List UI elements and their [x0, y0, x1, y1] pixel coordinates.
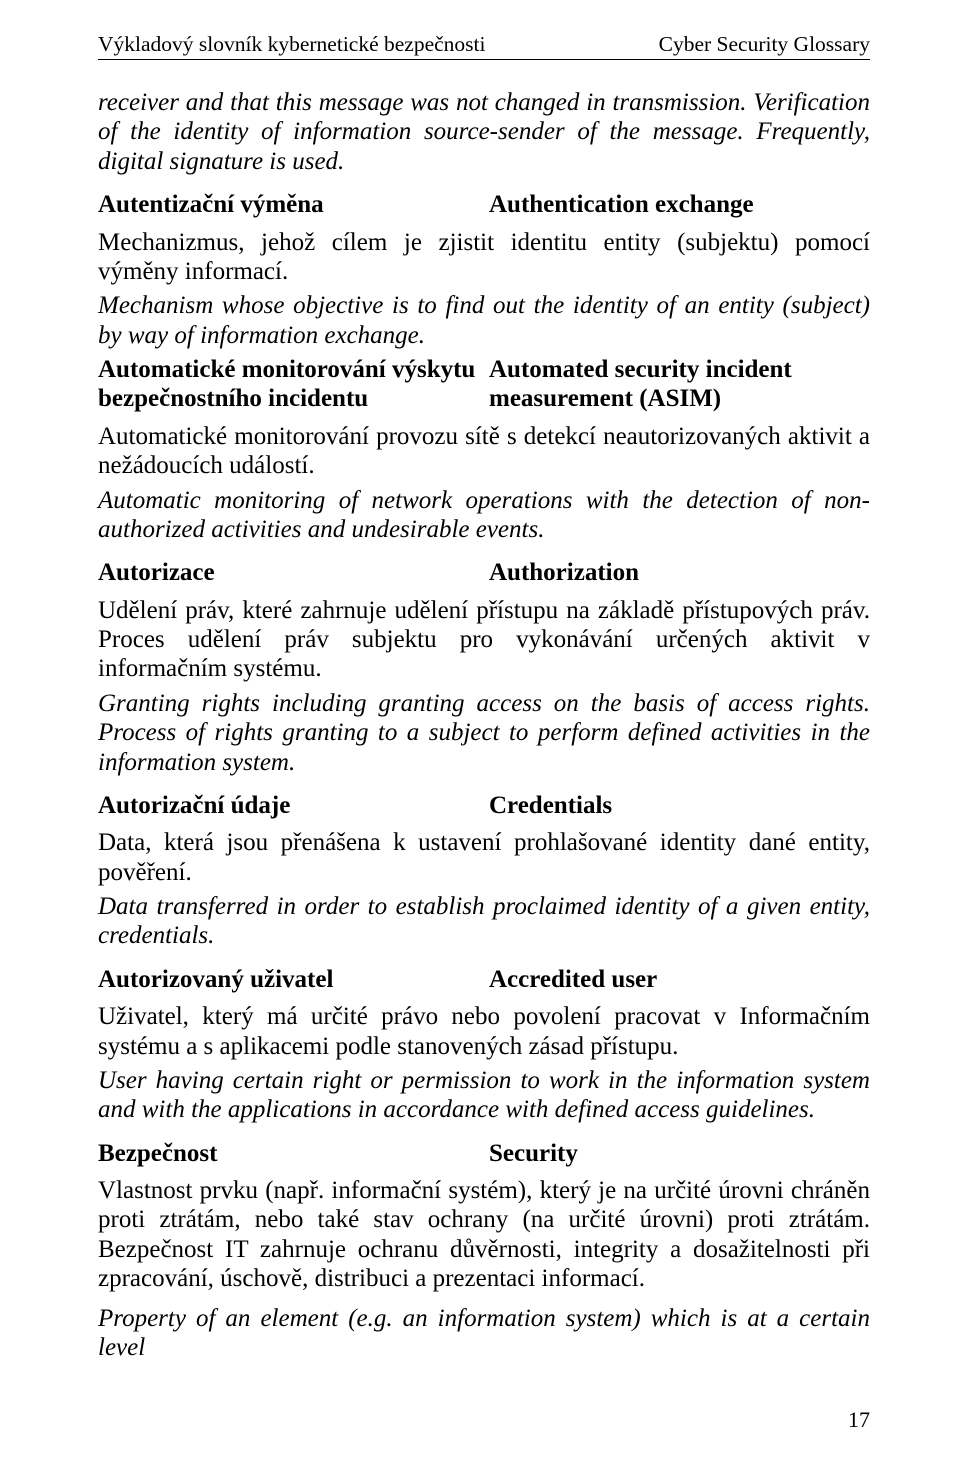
definition-en: Granting rights including granting acces… [98, 689, 870, 777]
definition-en: Automatic monitoring of network operatio… [98, 486, 870, 545]
definition-cz: Mechanizmus, jehož cílem je zjistit iden… [98, 228, 870, 287]
term-cz: Autentizační výměna [98, 190, 489, 219]
running-header: Výkladový slovník kybernetické bezpečnos… [98, 32, 870, 60]
page-number: 17 [848, 1407, 870, 1433]
definition-cz: Vlastnost prvku (např. informační systém… [98, 1176, 870, 1294]
term-row: Bezpečnost Security [98, 1139, 870, 1168]
term-row: Automatické monitorování výskytu bezpečn… [98, 355, 870, 414]
term-cz: Autorizovaný uživatel [98, 965, 489, 994]
term-en: Authentication exchange [489, 190, 870, 219]
definition-cz: Udělení práv, které zahrnuje udělení pří… [98, 596, 870, 684]
definition-en: Mechanism whose objective is to find out… [98, 291, 870, 350]
term-row: Autorizační údaje Credentials [98, 791, 870, 820]
header-right: Cyber Security Glossary [659, 32, 870, 57]
term-en: Security [489, 1139, 870, 1168]
term-en: Accredited user [489, 965, 870, 994]
definition-cz: Uživatel, který má určité právo nebo pov… [98, 1002, 870, 1061]
term-row: Autorizovaný uživatel Accredited user [98, 965, 870, 994]
term-row: Autentizační výměna Authentication excha… [98, 190, 870, 219]
definition-cz: Data, která jsou přenášena k ustavení pr… [98, 828, 870, 887]
definition-en: Property of an element (e.g. an informat… [98, 1304, 870, 1363]
definition-cz: Automatické monitorování provozu sítě s … [98, 422, 870, 481]
document-page: Výkladový slovník kybernetické bezpečnos… [0, 0, 960, 1475]
lead-paragraph: receiver and that this message was not c… [98, 88, 870, 176]
term-cz: Autorizace [98, 558, 489, 587]
term-cz: Bezpečnost [98, 1139, 489, 1168]
term-row: Autorizace Authorization [98, 558, 870, 587]
term-en: Credentials [489, 791, 870, 820]
term-cz: Automatické monitorování výskytu bezpečn… [98, 355, 489, 414]
term-en: Authorization [489, 558, 870, 587]
definition-en: User having certain right or permission … [98, 1066, 870, 1125]
term-cz: Autorizační údaje [98, 791, 489, 820]
term-en: Automated security incident measurement … [489, 355, 870, 414]
header-left: Výkladový slovník kybernetické bezpečnos… [98, 32, 486, 57]
definition-en: Data transferred in order to establish p… [98, 892, 870, 951]
page-content: receiver and that this message was not c… [98, 88, 870, 1362]
